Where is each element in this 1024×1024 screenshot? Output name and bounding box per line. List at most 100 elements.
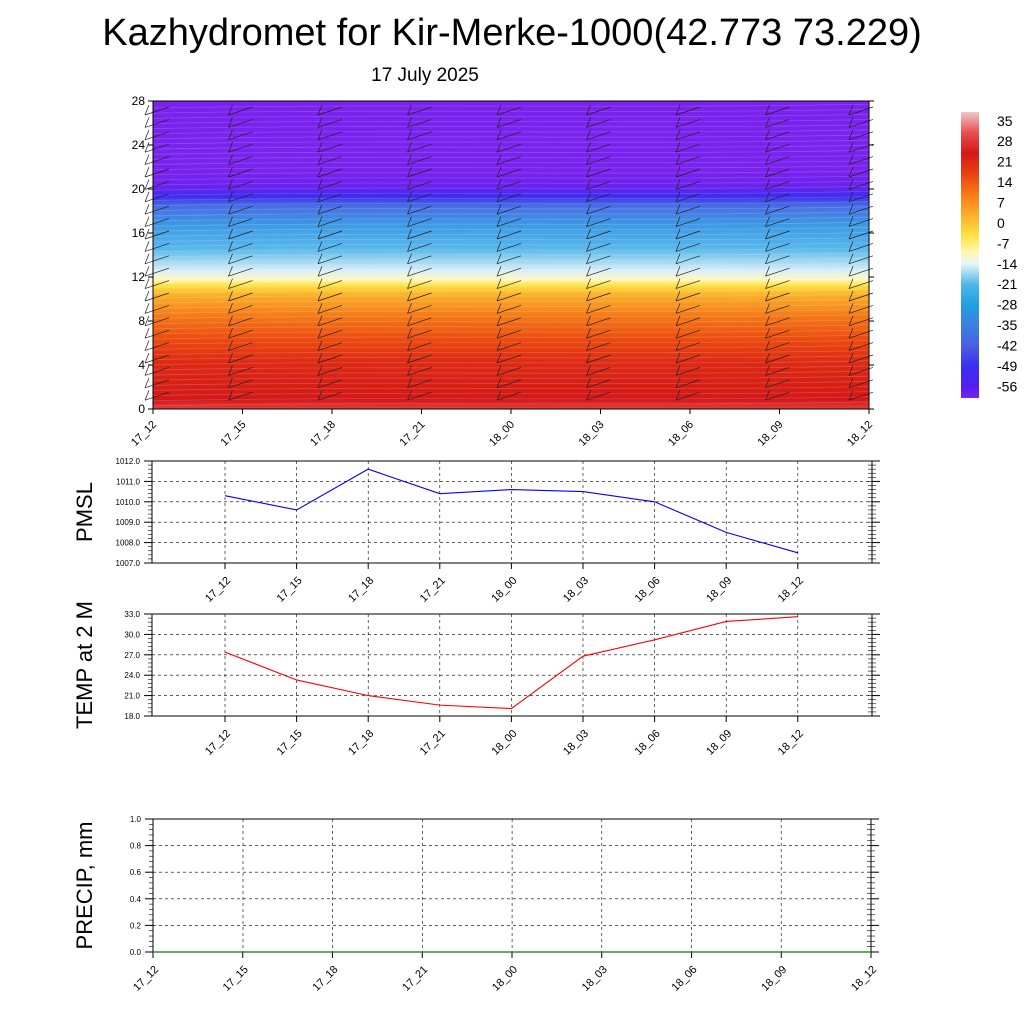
wind-barb-flag [144,365,150,376]
wind-barb [144,243,170,252]
colorbar-label: -56 [997,378,1017,394]
wind-barb-flag [317,278,323,289]
contour-line [152,149,870,155]
wind-barb-flag [496,328,502,339]
wind-barb [586,255,611,265]
pmsl-panel: 1007.0 1008.0 1009.0 1010.0 1011.0 1012.0 17_1… [72,457,880,605]
wind-barb [317,267,343,277]
wind-barb [765,119,790,128]
wind-barb-flag [848,377,854,388]
wind-barb [765,106,790,116]
wind-barb [228,305,253,314]
wind-barb [496,280,522,289]
wind-barb [407,267,432,277]
y-tick-label: 24.0 [124,671,140,680]
y-tick-label: 12 [132,270,146,284]
y-tick-label: 8 [138,314,145,328]
wind-barb [144,205,170,215]
wind-barb [228,317,253,327]
wind-barb-flag [144,290,150,302]
wind-barb-flag [228,129,233,140]
wind-barb-flag [228,142,233,153]
wind-barb [144,181,170,190]
x-tick-label: 17_18 [311,964,341,994]
wind-barb-flag [675,290,681,302]
wind-barb [317,391,343,401]
contour-line [152,278,870,284]
heatmap-field [153,101,869,409]
wind-barb [765,193,790,203]
wind-barb-flag [317,191,323,202]
wind-barb-flag [317,204,323,215]
y-tick-label: 0.2 [130,921,142,930]
wind-barb-flag [586,352,591,364]
wind-barb-flag [496,191,502,202]
wind-barb [228,119,253,128]
wind-barb [407,379,432,389]
wind-barb-flag [407,241,412,252]
y-tick-label: 4 [138,358,145,372]
contour-line [152,257,870,263]
wind-barb-flag [228,303,233,314]
wind-barb [765,267,790,277]
wind-barb [586,267,611,277]
wind-barb-flag [317,315,323,326]
wind-barb-flag [407,315,412,326]
wind-barb-flag [675,179,681,190]
x-tick-label: 18_09 [704,728,734,758]
cross-section-panel: 0 4 8 12 16 20 24 28 17_12 17_15 17_18 17_21 18_00 18… [129,94,875,449]
wind-barb-flag [144,241,150,252]
wind-barb-flag [496,365,502,376]
wind-barb-flag [848,204,854,215]
wind-barb-flag [317,253,323,264]
wind-barb [586,156,611,165]
wind-barb [144,131,170,141]
wind-barb-flag [317,117,323,128]
colorbar-label: -14 [997,256,1017,272]
wind-barb-flag [675,352,681,364]
contour-line [152,216,870,222]
wind-barb-flag [144,191,150,202]
wind-barb-flag [496,266,502,277]
contour-line [152,201,870,207]
wind-barb [407,156,432,165]
y-tick-label: 21.0 [124,692,140,701]
x-tick-label: 18_09 [756,419,786,449]
wind-barb [228,168,253,178]
wind-barb-flag [144,166,150,178]
wind-barb-flag [765,204,770,215]
contour-line [152,288,870,294]
contour-line [152,345,870,350]
wind-barb [317,367,343,376]
temperature-panel: 18.0 21.0 24.0 27.0 30.0 33.0 17_12 17_15 17_18 1… [72,601,880,758]
wind-barb [496,305,522,314]
wind-barb [765,205,790,215]
wind-barb-flag [586,228,591,240]
x-tick-label: 17_12 [131,964,161,994]
y-tick-label: 0.6 [130,868,142,877]
wind-barb [317,218,343,227]
x-tick-label: 17_12 [129,419,159,449]
wind-barb-flag [407,390,412,401]
wind-barb-flag [765,390,770,401]
wind-barb-flag [765,142,770,153]
wind-barb-flag [586,204,591,215]
y-tick-label: 18.0 [124,712,140,721]
wind-barb-flag [228,278,233,289]
wind-barb [228,255,253,265]
wind-barb [228,156,253,165]
wind-barb [675,267,701,277]
wind-barb [765,156,790,165]
x-tick-label: 18_03 [561,575,591,605]
wind-barb [317,317,343,327]
wind-barb [407,131,432,141]
wind-barb-flag [765,352,770,364]
wind-barb-flag [496,278,502,289]
contour-line [152,129,870,135]
wind-barb [675,342,701,351]
wind-barb-flag [317,352,323,364]
wind-barb [317,131,343,141]
wind-barb [765,168,790,178]
wind-barb [228,143,253,153]
wind-barb-flag [407,278,412,289]
